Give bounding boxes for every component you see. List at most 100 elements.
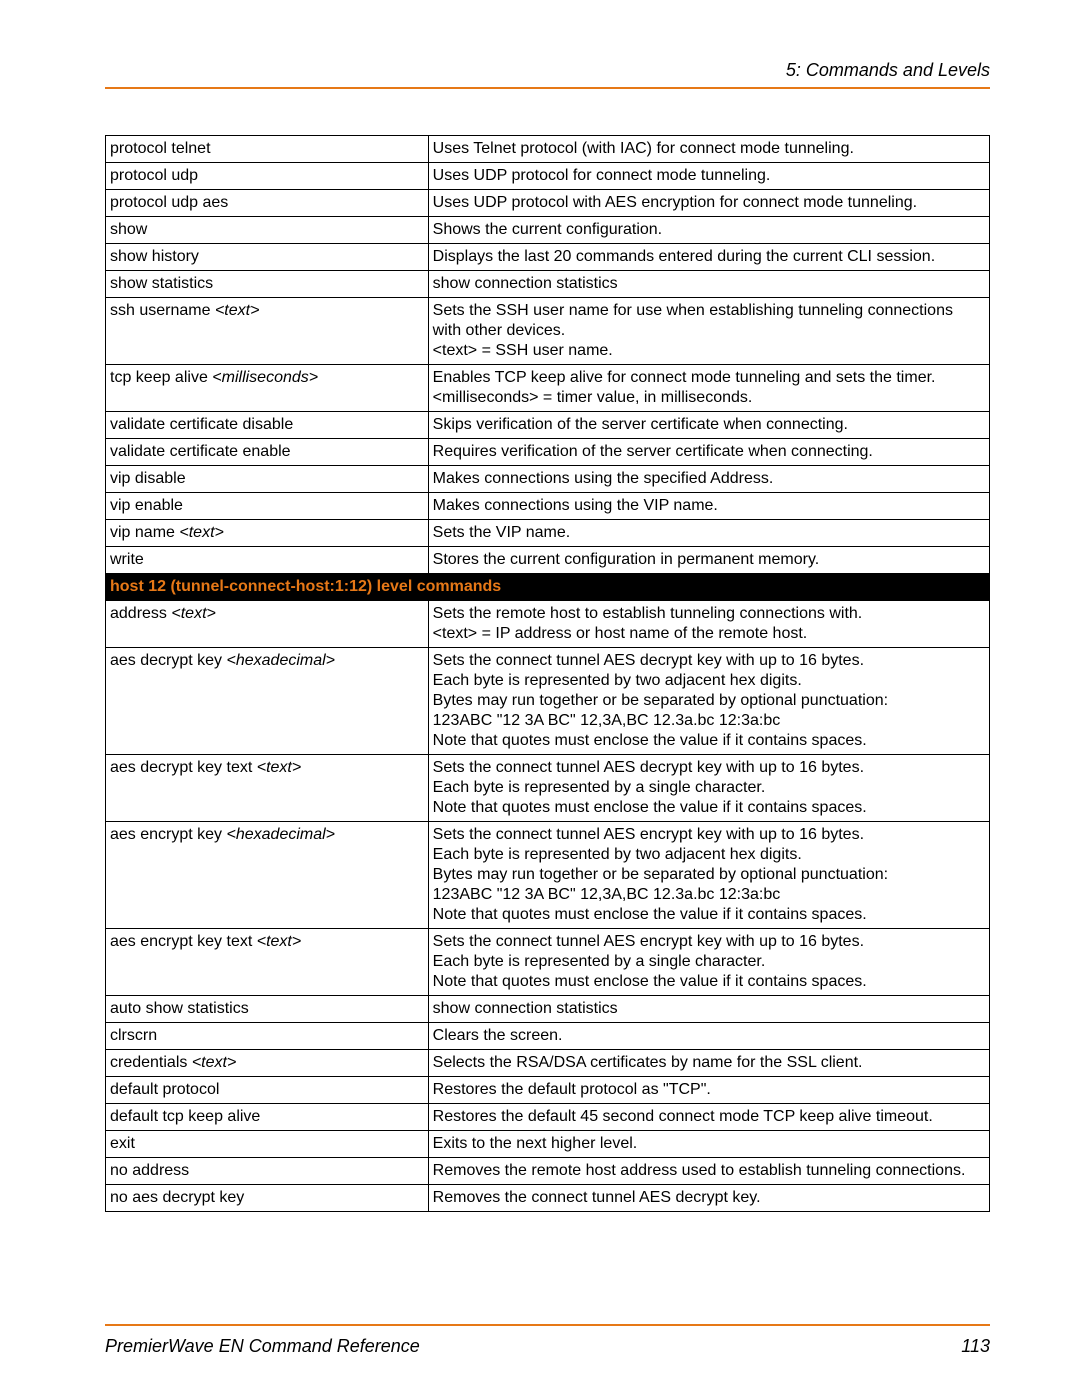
- description-text: Sets the SSH user name for use when esta…: [433, 302, 953, 359]
- description-text: Requires verification of the server cert…: [433, 443, 873, 460]
- section-header-cell: host 12 (tunnel-connect-host:1:12) level…: [106, 574, 990, 601]
- command-cell: vip enable: [106, 493, 429, 520]
- description-cell: Sets the connect tunnel AES encrypt key …: [428, 822, 989, 929]
- description-cell: Requires verification of the server cert…: [428, 439, 989, 466]
- table-row: aes encrypt key <hexadecimal>Sets the co…: [106, 822, 990, 929]
- command-param: <hexadecimal>: [227, 826, 336, 843]
- footer-page-number: 113: [961, 1336, 990, 1357]
- description-cell: Stores the current configuration in perm…: [428, 547, 989, 574]
- command-cell: clrscrn: [106, 1023, 429, 1050]
- description-text: Restores the default 45 second connect m…: [433, 1108, 933, 1125]
- table-row: address <text>Sets the remote host to es…: [106, 601, 990, 648]
- command-cell: aes decrypt key <hexadecimal>: [106, 648, 429, 755]
- table-row: protocol telnet Uses Telnet protocol (wit…: [106, 136, 990, 163]
- command-text: no aes decrypt key: [110, 1189, 244, 1206]
- table-row: vip disableMakes connections using the s…: [106, 466, 990, 493]
- section-title: 5: Commands and Levels: [105, 60, 990, 81]
- description-text: Sets the VIP name.: [433, 524, 571, 541]
- command-text: auto show statistics: [110, 1000, 249, 1017]
- command-cell: validate certificate enable: [106, 439, 429, 466]
- command-text: aes encrypt key text: [110, 933, 257, 950]
- page-root: 5: Commands and Levels protocol telnet Us…: [0, 0, 1080, 1397]
- command-param: <milliseconds>: [212, 369, 318, 386]
- description-cell: Sets the SSH user name for use when esta…: [428, 298, 989, 365]
- footer-divider: [105, 1324, 990, 1326]
- table-row: show history Displays the last 20 command…: [106, 244, 990, 271]
- description-cell: Sets the connect tunnel AES decrypt key …: [428, 648, 989, 755]
- description-cell: Selects the RSA/DSA certificates by name…: [428, 1050, 989, 1077]
- command-text: aes decrypt key text: [110, 759, 257, 776]
- table-row: credentials <text>Selects the RSA/DSA ce…: [106, 1050, 990, 1077]
- command-cell: protocol udp aes: [106, 190, 429, 217]
- description-text: Removes the remote host address used to …: [433, 1162, 966, 1179]
- command-text: show statistics: [110, 275, 213, 292]
- description-cell: show connection statistics: [428, 996, 989, 1023]
- command-cell: default tcp keep alive: [106, 1104, 429, 1131]
- description-cell: Displays the last 20 commands entered du…: [428, 244, 989, 271]
- description-cell: Sets the connect tunnel AES encrypt key …: [428, 929, 989, 996]
- command-cell: show: [106, 217, 429, 244]
- command-cell: aes encrypt key <hexadecimal>: [106, 822, 429, 929]
- command-cell: write: [106, 547, 429, 574]
- table-row: exitExits to the next higher level.: [106, 1131, 990, 1158]
- command-cell: no address: [106, 1158, 429, 1185]
- command-text: protocol udp: [110, 167, 198, 184]
- table-row: aes decrypt key text <text>Sets the conn…: [106, 755, 990, 822]
- description-text: Makes connections using the specified Ad…: [433, 470, 774, 487]
- description-text: Shows the current configuration.: [433, 221, 662, 238]
- table-row: show statisticsshow connection statistic…: [106, 271, 990, 298]
- table-row: showShows the current configuration.: [106, 217, 990, 244]
- description-text: Skips verification of the server certifi…: [433, 416, 848, 433]
- table-row: writeStores the current configuration in…: [106, 547, 990, 574]
- command-text: aes encrypt key: [110, 826, 227, 843]
- description-cell: Exits to the next higher level.: [428, 1131, 989, 1158]
- description-cell: Removes the connect tunnel AES decrypt k…: [428, 1185, 989, 1212]
- command-text: default tcp keep alive: [110, 1108, 260, 1125]
- description-cell: Sets the remote host to establish tunnel…: [428, 601, 989, 648]
- description-text: Sets the connect tunnel AES encrypt key …: [433, 826, 888, 923]
- command-cell: credentials <text>: [106, 1050, 429, 1077]
- command-text: vip name: [110, 524, 179, 541]
- description-cell: Uses UDP protocol with AES encryption fo…: [428, 190, 989, 217]
- table-row: ssh username <text>Sets the SSH user nam…: [106, 298, 990, 365]
- description-text: Displays the last 20 commands entered du…: [433, 248, 935, 265]
- description-cell: Sets the VIP name.: [428, 520, 989, 547]
- command-cell: show statistics: [106, 271, 429, 298]
- table-row: aes decrypt key <hexadecimal>Sets the co…: [106, 648, 990, 755]
- description-cell: Makes connections using the specified Ad…: [428, 466, 989, 493]
- command-text: tcp keep alive: [110, 369, 212, 386]
- command-table: protocol telnet Uses Telnet protocol (wit…: [105, 135, 990, 1212]
- description-cell: Makes connections using the VIP name.: [428, 493, 989, 520]
- command-text: no address: [110, 1162, 189, 1179]
- command-cell: protocol udp: [106, 163, 429, 190]
- description-text: Sets the connect tunnel AES decrypt key …: [433, 652, 888, 749]
- command-cell: auto show statistics: [106, 996, 429, 1023]
- command-cell: vip name <text>: [106, 520, 429, 547]
- description-text: show connection statistics: [433, 1000, 618, 1017]
- command-param: <text>: [257, 759, 301, 776]
- command-text: validate certificate enable: [110, 443, 291, 460]
- table-row: validate certificate disable Skips verifi…: [106, 412, 990, 439]
- command-text: vip enable: [110, 497, 183, 514]
- description-cell: Uses UDP protocol for connect mode tunne…: [428, 163, 989, 190]
- table-row: default tcp keep alive Restores the defau…: [106, 1104, 990, 1131]
- description-text: Removes the connect tunnel AES decrypt k…: [433, 1189, 761, 1206]
- command-cell: address <text>: [106, 601, 429, 648]
- description-text: Uses UDP protocol for connect mode tunne…: [433, 167, 771, 184]
- command-text: validate certificate disable: [110, 416, 293, 433]
- description-text: Sets the remote host to establish tunnel…: [433, 605, 863, 642]
- table-row: host 12 (tunnel-connect-host:1:12) level…: [106, 574, 990, 601]
- description-cell: Removes the remote host address used to …: [428, 1158, 989, 1185]
- table-row: vip name <text>Sets the VIP name.: [106, 520, 990, 547]
- command-param: <hexadecimal>: [227, 652, 336, 669]
- command-text: show history: [110, 248, 199, 265]
- command-text: protocol telnet: [110, 140, 211, 157]
- command-param: <text>: [192, 1054, 236, 1071]
- command-cell: aes decrypt key text <text>: [106, 755, 429, 822]
- command-cell: protocol telnet: [106, 136, 429, 163]
- description-text: Uses Telnet protocol (with IAC) for conn…: [433, 140, 854, 157]
- command-cell: default protocol: [106, 1077, 429, 1104]
- command-text: ssh username: [110, 302, 215, 319]
- command-param: <text>: [171, 605, 215, 622]
- description-text: Restores the default protocol as "TCP".: [433, 1081, 711, 1098]
